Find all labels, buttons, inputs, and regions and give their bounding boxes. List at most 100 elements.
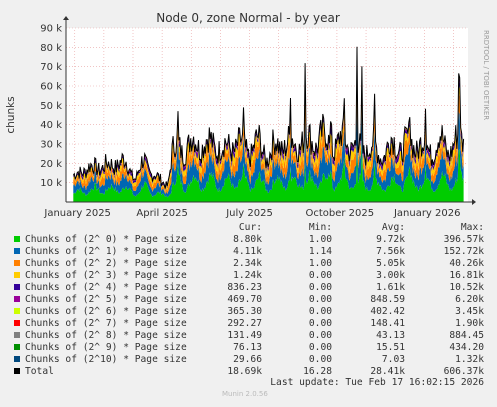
header-min: Min: [308,222,332,233]
x-tick-label: April 2025 [136,208,187,219]
chart-title: Node 0, zone Normal - by year [156,11,340,25]
legend-series-name: Chunks of (2^ 9) * Page size [25,342,187,353]
legend-header: Cur: Min: Avg: Max: [0,222,497,234]
legend-cur: 76.13 [233,342,262,353]
legend-min: 1.00 [308,234,332,245]
legend-swatch [14,320,20,326]
legend-swatch [14,296,20,302]
legend-series-name: Chunks of (2^ 4) * Page size [25,282,187,293]
legend-min: 0.00 [308,342,332,353]
x-tick-label: January 2026 [393,208,461,219]
legend-avg: 7.56k [376,246,405,257]
munin-version: Munin 2.0.56 [222,390,268,398]
y-tick-label: 80 k [40,43,62,54]
legend-cur: 8.80k [233,234,262,245]
legend-max: 1.32k [455,354,484,365]
legend-min: 0.00 [308,294,332,305]
legend-row: Chunks of (2^ 8) * Page size 131.49 0.00 43… [0,330,497,342]
legend-series-name: Chunks of (2^ 5) * Page size [25,294,187,305]
y-tick-label: 20 k [40,159,62,170]
legend-swatch [14,260,20,266]
legend-series-name: Total [25,366,54,377]
y-axis-label: chunks [5,96,17,133]
legend-avg: 148.41 [370,318,405,329]
legend-swatch [14,248,20,254]
legend-row: Chunks of (2^10) * Page size 29.66 0.00 7.0… [0,354,497,366]
legend-swatch [14,332,20,338]
legend-max: 152.72k [443,246,484,257]
legend-row: Total 18.69k 16.28 28.41k 606.37k [0,366,497,378]
legend-avg: 1.61k [376,282,405,293]
legend-cur: 292.27 [227,318,262,329]
legend-avg: 402.42 [370,306,405,317]
legend-row: Chunks of (2^ 4) * Page size 836.23 0.00 1.… [0,282,497,294]
legend-row: Chunks of (2^ 0) * Page size 8.80k 1.00 9.7… [0,234,497,246]
legend-max: 40.26k [449,258,484,269]
legend-cur: 18.69k [227,366,262,377]
legend-series-name: Chunks of (2^ 7) * Page size [25,318,187,329]
legend-min: 0.00 [308,318,332,329]
legend-avg: 15.51 [376,342,405,353]
grid [66,27,468,202]
legend-cur: 365.30 [227,306,262,317]
header-avg: Avg: [381,222,405,233]
last-update-text: Last update: Tue Feb 17 16:02:15 2026 [270,377,484,388]
y-tick-label: 10 k [40,178,62,189]
y-tick-label: 30 k [40,140,62,151]
legend-max: 884.45 [449,330,484,341]
legend-min: 0.00 [308,282,332,293]
legend-series-name: Chunks of (2^ 6) * Page size [25,306,187,317]
legend-cur: 131.49 [227,330,262,341]
legend-max: 434.20 [449,342,484,353]
legend-max: 6.20k [455,294,484,305]
legend-swatch [14,272,20,278]
legend-swatch [14,344,20,350]
legend-cur: 29.66 [233,354,262,365]
legend-swatch [14,236,20,242]
area-series-0 [73,143,464,202]
legend-swatch [14,356,20,362]
legend-cur: 4.11k [233,246,262,257]
rrdtool-watermark: RRDTOOL / TOBI OETIKER [482,30,490,120]
y-axis-arrow-icon [63,16,69,20]
legend-row: Chunks of (2^ 3) * Page size 1.24k 0.00 3.0… [0,270,497,282]
legend-cur: 836.23 [227,282,262,293]
legend-swatch [14,284,20,290]
legend-series-name: Chunks of (2^ 8) * Page size [25,330,187,341]
legend-swatch [14,308,20,314]
legend-avg: 43.13 [376,330,405,341]
legend-min: 0.00 [308,330,332,341]
legend-min: 0.00 [308,354,332,365]
legend-min: 1.14 [308,246,332,257]
legend-series-name: Chunks of (2^ 1) * Page size [25,246,187,257]
legend-min: 0.00 [308,306,332,317]
header-cur: Cur: [238,222,262,233]
legend-min: 1.00 [308,258,332,269]
legend-series-name: Chunks of (2^ 2) * Page size [25,258,187,269]
legend-max: 3.45k [455,306,484,317]
stacked-areas [73,46,464,202]
legend-avg: 28.41k [370,366,405,377]
y-tick-label: 40 k [40,120,62,131]
x-axis-arrow-icon [472,199,476,205]
legend-row: Chunks of (2^ 9) * Page size 76.13 0.00 15.… [0,342,497,354]
legend-row: Chunks of (2^ 7) * Page size 292.27 0.00 14… [0,318,497,330]
legend-min: 0.00 [308,270,332,281]
legend-series-name: Chunks of (2^10) * Page size [25,354,187,365]
legend-series-name: Chunks of (2^ 0) * Page size [25,234,187,245]
axes: 10 k 20 k 30 k 40 k 50 k 60 k 70 k 80 k 90 k Janu… [40,16,476,219]
x-tick-label: July 2025 [225,208,273,219]
x-tick-label: January 2025 [43,208,111,219]
header-max: Max: [460,222,484,233]
total-line [72,46,465,189]
legend-avg: 848.59 [370,294,405,305]
y-tick-label: 50 k [40,101,62,112]
legend-cur: 469.70 [227,294,262,305]
legend-cur: 1.24k [233,270,262,281]
legend-max: 10.52k [449,282,484,293]
legend-max: 396.57k [443,234,484,245]
legend-max: 16.81k [449,270,484,281]
legend-row: Chunks of (2^ 1) * Page size 4.11k 1.14 7.5… [0,246,497,258]
legend-max: 1.90k [455,318,484,329]
